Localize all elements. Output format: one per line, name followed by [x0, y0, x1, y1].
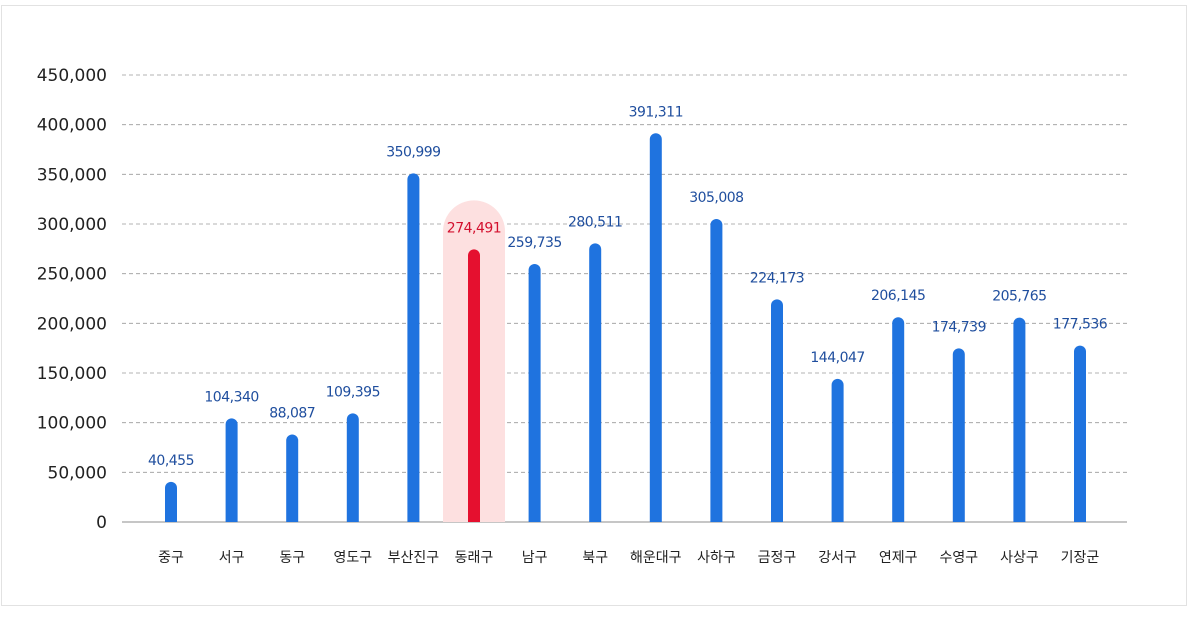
bar	[649, 133, 662, 523]
data-label: 205,765	[992, 289, 1046, 305]
bar	[225, 418, 238, 522]
y-tick-label: 0	[96, 513, 107, 533]
bar	[771, 299, 783, 522]
x-tick-label: 서구	[219, 550, 245, 566]
bar	[952, 348, 965, 522]
data-label: 350,999	[386, 144, 440, 160]
bar	[892, 317, 905, 522]
gridlines	[122, 74, 1127, 523]
x-tick-label: 북구	[582, 550, 608, 566]
y-axis-ticks: 0 50,000 100,000 150,000 200,000 250,000 300,0…	[37, 66, 107, 533]
data-label: 305,008	[689, 190, 743, 206]
x-tick-label: 사상구	[1000, 550, 1039, 566]
x-tick-label: 영도구	[333, 550, 372, 566]
data-label: 144,047	[810, 350, 864, 366]
bars	[165, 133, 1086, 523]
y-tick-label: 450,000	[37, 66, 107, 86]
x-tick-label: 금정구	[758, 550, 797, 566]
bar	[468, 249, 480, 522]
y-tick-label: 350,000	[37, 165, 107, 185]
x-tick-label: 강서구	[818, 550, 857, 566]
bar	[286, 434, 299, 522]
x-axis-ticks: 중구 서구 동구 영도구 부산진구 동래구 남구 북구 해운대구 사하구 금정구 강서구 연제구 수영구 사…	[158, 550, 1099, 566]
bar	[1074, 345, 1086, 522]
bar	[407, 173, 420, 522]
bar	[589, 243, 602, 522]
data-label: 391,311	[629, 104, 683, 120]
data-label: 259,735	[507, 235, 561, 251]
y-tick-label: 150,000	[37, 364, 107, 384]
x-tick-label: 동래구	[455, 550, 494, 566]
data-label: 206,145	[871, 288, 925, 304]
data-label: 88,087	[269, 406, 315, 422]
data-labels: 40,455 104,340 88,087 109,395 350,999 274,491…	[148, 104, 1108, 469]
bar	[831, 378, 844, 522]
bar	[1013, 317, 1026, 522]
data-label: 109,395	[326, 384, 380, 400]
data-label: 40,455	[148, 453, 194, 469]
data-label: 177,536	[1053, 317, 1108, 333]
data-label: 274,491	[447, 220, 501, 236]
y-tick-label: 250,000	[37, 265, 107, 285]
x-tick-label: 남구	[522, 550, 548, 566]
y-tick-label: 200,000	[37, 314, 107, 334]
y-tick-label: 100,000	[37, 414, 107, 434]
bar	[710, 219, 723, 523]
bar	[346, 413, 359, 522]
x-tick-label: 사하구	[697, 550, 736, 566]
x-tick-label: 부산진구	[388, 550, 440, 566]
x-tick-label: 기장군	[1061, 550, 1100, 566]
y-tick-label: 300,000	[37, 215, 107, 235]
data-label: 224,173	[750, 270, 804, 286]
y-tick-label: 50,000	[48, 463, 107, 483]
bar	[528, 263, 541, 522]
x-tick-label: 연제구	[879, 550, 918, 566]
x-tick-label: 수영구	[939, 550, 978, 566]
y-tick-label: 400,000	[37, 116, 107, 136]
x-tick-label: 중구	[158, 550, 184, 566]
bar	[165, 481, 177, 522]
x-tick-label: 해운대구	[630, 550, 682, 566]
data-label: 104,340	[204, 389, 258, 405]
x-tick-label: 동구	[279, 550, 305, 566]
data-label: 174,739	[932, 319, 986, 335]
data-label: 280,511	[568, 214, 622, 230]
